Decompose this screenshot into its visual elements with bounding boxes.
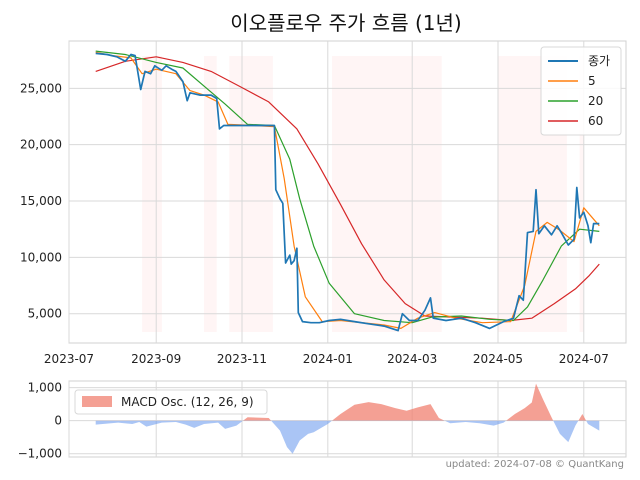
macd-legend: MACD Osc. (12, 26, 9) — [74, 389, 268, 415]
x-tick-label: 2023-09 — [131, 352, 181, 366]
series-line-ma20 — [95, 50, 600, 324]
macd-negative-area — [95, 420, 600, 454]
price-plot-area — [68, 40, 627, 344]
shaded-ranges — [142, 56, 584, 332]
x-tick-label: 2024-05 — [473, 352, 523, 366]
x-tick-labels: 2023-07 2023-09 2023-11 2024-01 2024-03 2024-… — [44, 352, 609, 366]
macd-y-tick-label: −1,000 — [18, 447, 62, 461]
shaded-range — [229, 56, 273, 332]
y-tick-label: 25,000 — [20, 81, 62, 95]
legend-label: 60 — [588, 114, 603, 128]
y-tick-label: 20,000 — [20, 138, 62, 152]
series-line-close — [95, 52, 600, 332]
macd-legend-swatch — [82, 396, 112, 407]
macd-panel: 1,000 0 −1,000 MACD Osc. (12, 26, 9) — [18, 380, 627, 461]
macd-gridlines — [68, 381, 626, 457]
shaded-range — [142, 56, 162, 332]
x-tick-label: 2024-03 — [387, 352, 437, 366]
x-tick-label: 2023-11 — [217, 352, 267, 366]
macd-y-tick-labels: 1,000 0 −1,000 — [18, 381, 62, 461]
price-gridlines — [68, 41, 626, 343]
macd-positive-area — [243, 383, 587, 421]
legend-label: 5 — [588, 74, 596, 88]
y-tick-label: 10,000 — [20, 250, 62, 264]
x-tick-label: 2024-07 — [559, 352, 609, 366]
y-tick-label: 5,000 — [28, 307, 62, 321]
shaded-range — [204, 56, 217, 332]
footer-credit: updated: 2024-07-08 © QuantKang — [446, 459, 624, 470]
chart-title: 이오플로우 주가 흐름 (1년) — [230, 11, 461, 35]
x-tick-label: 2023-07 — [44, 352, 94, 366]
series-line-ma60 — [95, 56, 600, 322]
y-tick-label: 15,000 — [20, 194, 62, 208]
macd-y-tick-label: 0 — [54, 414, 62, 428]
price-series — [95, 50, 600, 332]
legend-box — [540, 46, 622, 136]
macd-series — [95, 383, 600, 454]
macd-y-tick-label: 1,000 — [28, 381, 62, 395]
x-tick-label: 2024-01 — [303, 352, 353, 366]
legend-label: 종가 — [588, 54, 610, 68]
price-legend: 종가 5 20 60 — [540, 46, 622, 136]
macd-legend-box — [74, 389, 268, 415]
shaded-range — [332, 56, 442, 332]
legend-label: 20 — [588, 94, 603, 108]
price-y-tick-labels: 5,000 10,000 15,000 20,000 25,000 — [20, 81, 62, 320]
macd-legend-label: MACD Osc. (12, 26, 9) — [121, 395, 254, 409]
shaded-range — [579, 56, 584, 332]
